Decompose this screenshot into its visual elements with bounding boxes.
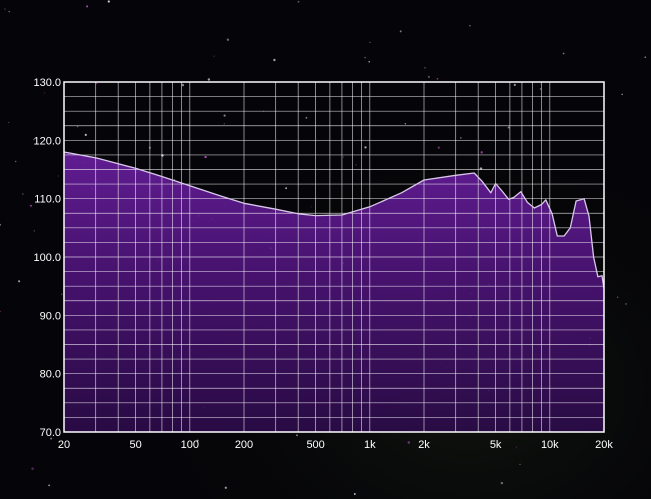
star [353, 493, 356, 495]
star [31, 467, 34, 470]
x-tick-label: 5k [490, 439, 502, 451]
star [459, 136, 462, 139]
star [86, 5, 89, 8]
star [540, 83, 542, 85]
star [562, 52, 565, 55]
star [181, 83, 185, 87]
y-axis-tick-labels: 130.0 120.0 110.0 100.0 90.0 80.0 70.0 [33, 77, 61, 439]
star [204, 155, 207, 159]
star [369, 41, 371, 43]
x-axis-tick-labels: 20 50 100 200 500 1k 2k 5k 10k 20k [58, 439, 613, 451]
star [0, 310, 2, 312]
star [404, 123, 406, 125]
star [61, 293, 63, 295]
x-tick-label: 20 [58, 439, 70, 451]
star [33, 138, 35, 141]
star [515, 446, 518, 448]
star [173, 178, 175, 180]
star [297, 0, 300, 3]
x-tick-label: 10k [541, 439, 559, 451]
x-tick-label: 100 [181, 439, 199, 451]
star [368, 61, 370, 63]
star [22, 193, 24, 195]
star [0, 223, 2, 226]
star [310, 206, 312, 208]
star [57, 175, 59, 177]
y-tick-label: 80.0 [40, 369, 61, 381]
star [8, 121, 10, 123]
x-tick-label: 20k [595, 439, 613, 451]
star [18, 280, 21, 283]
star [50, 437, 53, 440]
star [213, 55, 215, 57]
x-tick-label: 500 [306, 439, 324, 451]
star [29, 204, 33, 207]
y-tick-label: 100.0 [33, 252, 61, 264]
plot-border [63, 81, 605, 433]
star [224, 486, 227, 489]
star [14, 160, 17, 163]
grid [64, 82, 604, 432]
star [355, 164, 357, 166]
star [519, 463, 521, 465]
response-area [64, 152, 604, 432]
star [364, 146, 367, 149]
y-tick-label: 70.0 [40, 427, 61, 439]
star [364, 56, 366, 59]
star [223, 114, 226, 117]
star [644, 56, 647, 59]
x-tick-label: 2k [418, 439, 430, 451]
star [507, 126, 510, 129]
star [539, 88, 542, 90]
star [399, 30, 402, 33]
star [500, 481, 504, 485]
star [296, 434, 298, 437]
star [273, 58, 276, 62]
star [8, 11, 10, 13]
star [305, 116, 308, 119]
x-tick-label: 50 [130, 439, 142, 451]
y-tick-label: 120.0 [33, 135, 61, 147]
star [621, 93, 623, 96]
response-line [64, 151, 604, 289]
star [407, 441, 411, 444]
star [436, 77, 439, 80]
star [196, 439, 199, 442]
star [4, 8, 6, 10]
star [513, 83, 516, 87]
star [96, 82, 98, 85]
star [223, 123, 225, 125]
star [43, 92, 46, 94]
star [469, 25, 471, 27]
x-tick-label: 1k [364, 439, 376, 451]
star [107, 0, 110, 3]
star [617, 296, 619, 298]
star [226, 38, 230, 41]
star [207, 78, 211, 81]
star [84, 133, 87, 136]
star [58, 258, 60, 260]
star [437, 146, 440, 149]
y-tick-label: 110.0 [34, 194, 61, 206]
y-tick-label: 90.0 [40, 310, 61, 322]
star [285, 187, 287, 190]
y-tick-label: 130.0 [33, 77, 61, 89]
star [48, 484, 50, 487]
x-tick-label: 200 [235, 439, 253, 451]
star [480, 151, 483, 154]
star [33, 230, 35, 232]
star [343, 156, 344, 158]
star [427, 75, 430, 78]
star [625, 303, 627, 305]
star [424, 67, 426, 69]
